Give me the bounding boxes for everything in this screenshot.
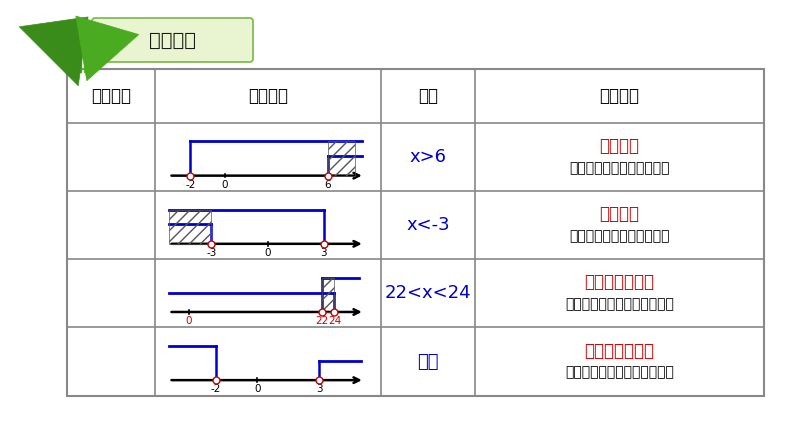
- Text: 数轴表示: 数轴表示: [248, 87, 287, 105]
- Bar: [68, 27, 73, 72]
- Text: 0: 0: [264, 248, 271, 258]
- Text: 3: 3: [321, 248, 327, 258]
- Text: （大于小的数，小于大的数）: （大于小的数，小于大的数）: [565, 297, 674, 312]
- Text: 巧记口诀: 巧记口诀: [599, 87, 639, 105]
- Text: 24: 24: [328, 316, 341, 326]
- Text: 22: 22: [316, 316, 329, 326]
- Text: x>6: x>6: [410, 148, 446, 166]
- Text: 无解: 无解: [417, 353, 438, 371]
- Text: 解集: 解集: [418, 87, 437, 105]
- Text: x<-3: x<-3: [406, 216, 449, 234]
- Text: 3: 3: [316, 384, 322, 394]
- Bar: [67, 69, 764, 396]
- Text: 0: 0: [254, 384, 260, 394]
- Text: （两个小于取更小的那个）: （两个小于取更小的那个）: [569, 229, 669, 243]
- Text: 0: 0: [222, 180, 228, 190]
- Text: 小小取小: 小小取小: [599, 205, 639, 223]
- Text: 22<x<24: 22<x<24: [384, 284, 471, 302]
- Bar: [84, 27, 89, 72]
- Text: -2: -2: [211, 384, 222, 394]
- Text: 大大小小解不了: 大大小小解不了: [584, 342, 654, 359]
- Text: 大小小大中间找: 大小小大中间找: [584, 274, 654, 291]
- Bar: [76, 27, 81, 72]
- Text: 大大取大: 大大取大: [599, 137, 639, 155]
- Text: 6: 6: [325, 180, 331, 190]
- Text: （大于大的数，小于小的数）: （大于大的数，小于小的数）: [565, 366, 674, 380]
- Text: （两个大于取更大的那个）: （两个大于取更大的那个）: [569, 161, 669, 175]
- Text: 0: 0: [186, 316, 192, 326]
- Text: 活动小结: 活动小结: [149, 30, 196, 50]
- Text: -2: -2: [185, 180, 195, 190]
- Text: 不等式组: 不等式组: [91, 87, 131, 105]
- FancyBboxPatch shape: [92, 18, 253, 62]
- Text: -3: -3: [206, 248, 217, 258]
